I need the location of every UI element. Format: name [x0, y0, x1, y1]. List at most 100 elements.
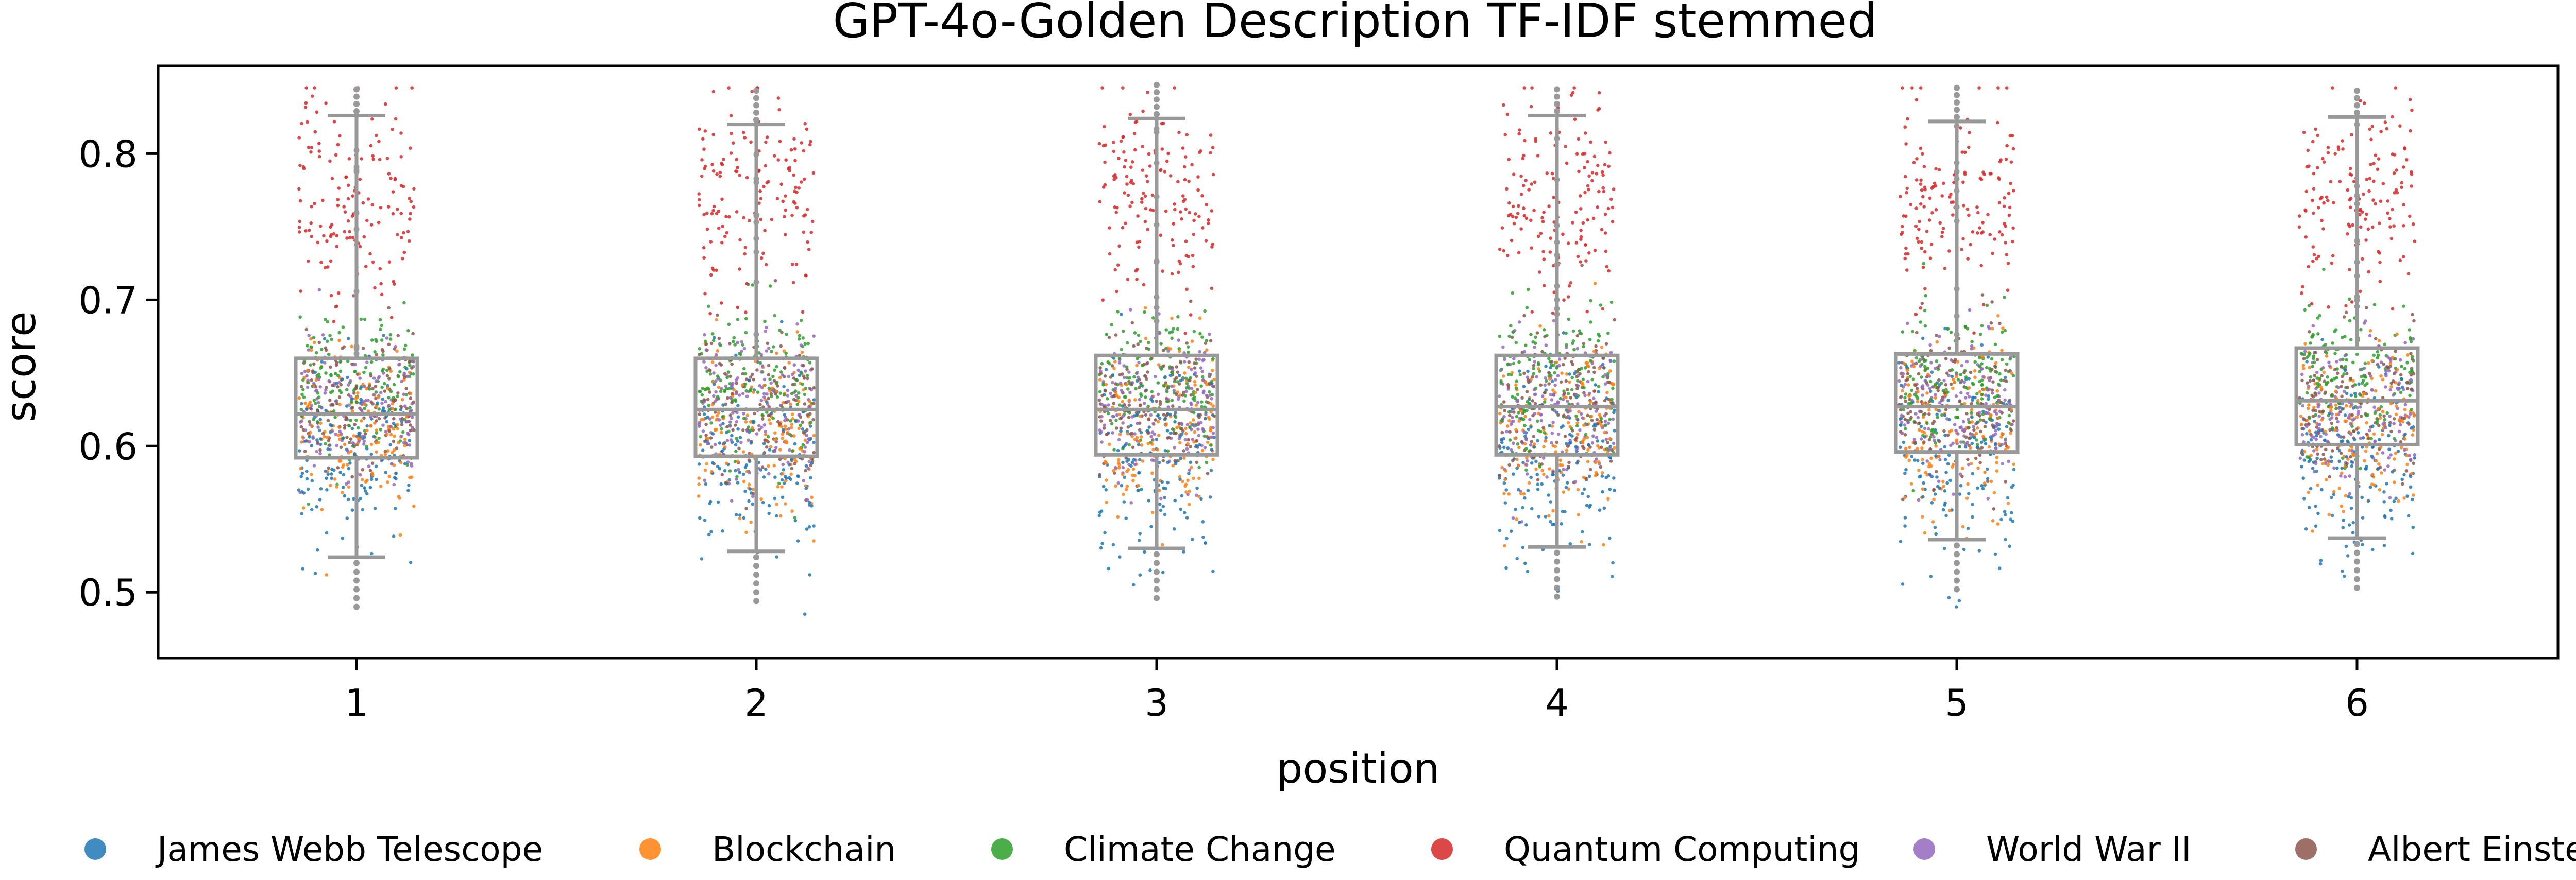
strip-point	[1603, 382, 1607, 386]
strip-point	[1125, 470, 1129, 473]
strip-point	[1171, 366, 1174, 370]
strip-point	[321, 333, 325, 337]
strip-point	[2355, 415, 2359, 419]
strip-point	[728, 374, 732, 378]
strip-point	[1943, 458, 1947, 461]
strip-point	[1549, 500, 1552, 504]
strip-point	[1945, 371, 1949, 375]
strip-point	[775, 384, 779, 388]
strip-point	[1100, 86, 1104, 90]
strip-point	[1570, 434, 1574, 438]
strip-point	[1557, 364, 1561, 368]
strip-point	[752, 377, 755, 382]
strip-point	[1943, 489, 1947, 493]
strip-point	[299, 440, 303, 444]
strip-point	[700, 418, 703, 421]
strip-point	[2413, 239, 2417, 244]
strip-point	[1192, 361, 1196, 365]
strip-point	[1211, 243, 1215, 246]
strip-point	[365, 492, 369, 495]
strip-point	[335, 245, 338, 249]
strip-point	[2350, 403, 2354, 406]
strip-point	[1590, 361, 1594, 365]
strip-point	[1932, 430, 1936, 434]
strip-point	[309, 363, 312, 367]
strip-point	[1960, 150, 1964, 154]
strip-point	[759, 353, 764, 356]
strip-point	[1159, 342, 1163, 346]
strip-point	[2350, 133, 2353, 137]
strip-point	[1133, 120, 1138, 124]
strip-point	[1989, 413, 1993, 417]
strip-point	[1598, 508, 1602, 512]
strip-point	[301, 165, 306, 169]
strip-point	[788, 169, 792, 172]
strip-point	[387, 306, 391, 310]
strip-point	[701, 387, 705, 390]
strip-point	[2327, 305, 2330, 309]
strip-point	[1964, 435, 1968, 439]
strip-point	[1176, 397, 1180, 401]
strip-point	[1548, 424, 1552, 428]
strip-point	[1567, 465, 1570, 469]
strip-point	[1997, 566, 2002, 570]
strip-point	[762, 185, 766, 188]
strip-point	[1207, 221, 1210, 226]
strip-point	[1116, 263, 1120, 267]
strip-point	[378, 318, 382, 322]
strip-point	[387, 172, 391, 176]
strip-point	[1512, 172, 1516, 176]
strip-point	[1928, 389, 1933, 393]
strip-point	[2366, 227, 2370, 231]
strip-point	[1122, 445, 1125, 449]
strip-point	[1172, 244, 1175, 248]
strip-point	[2395, 168, 2399, 172]
strip-point	[377, 417, 381, 421]
strip-point	[345, 516, 349, 520]
strip-point	[1923, 531, 1927, 535]
strip-point	[1962, 402, 1967, 406]
strip-point	[1608, 418, 1612, 421]
strip-point	[412, 187, 416, 191]
strip-point	[1914, 98, 1919, 102]
strip-point	[1185, 341, 1189, 345]
strip-point	[1930, 501, 1934, 505]
strip-point	[2400, 446, 2403, 450]
strip-point	[1172, 527, 1176, 531]
strip-point	[806, 466, 810, 470]
strip-point	[1506, 363, 1510, 367]
strip-point	[1928, 435, 1933, 439]
strip-point	[812, 451, 816, 455]
strip-point	[1909, 416, 1913, 420]
strip-point	[730, 385, 734, 388]
strip-point	[1116, 448, 1120, 453]
strip-point	[712, 336, 716, 339]
strip-point	[2002, 378, 2006, 383]
strip-point	[1118, 403, 1122, 407]
strip-point	[409, 391, 413, 395]
strip-point	[1587, 443, 1590, 447]
strip-point	[743, 372, 748, 376]
strip-point	[720, 427, 723, 431]
strip-point	[2344, 304, 2348, 308]
strip-point	[1121, 86, 1125, 90]
strip-point	[1522, 314, 1526, 318]
strip-point	[2003, 196, 2006, 200]
strip-point	[403, 343, 408, 348]
strip-point	[797, 426, 801, 430]
strip-point	[326, 447, 330, 451]
strip-point	[405, 407, 409, 410]
strip-point	[763, 438, 767, 442]
strip-point	[357, 436, 360, 440]
strip-point	[763, 319, 767, 323]
strip-point	[1541, 250, 1545, 254]
strip-point	[790, 213, 794, 217]
strip-point	[324, 388, 328, 392]
strip-point	[1202, 434, 1207, 438]
strip-point	[1204, 239, 1208, 243]
strip-point	[708, 372, 713, 376]
strip-point	[2333, 428, 2337, 432]
strip-point	[1937, 454, 1941, 458]
strip-point	[2328, 411, 2331, 415]
strip-point	[2364, 306, 2368, 309]
